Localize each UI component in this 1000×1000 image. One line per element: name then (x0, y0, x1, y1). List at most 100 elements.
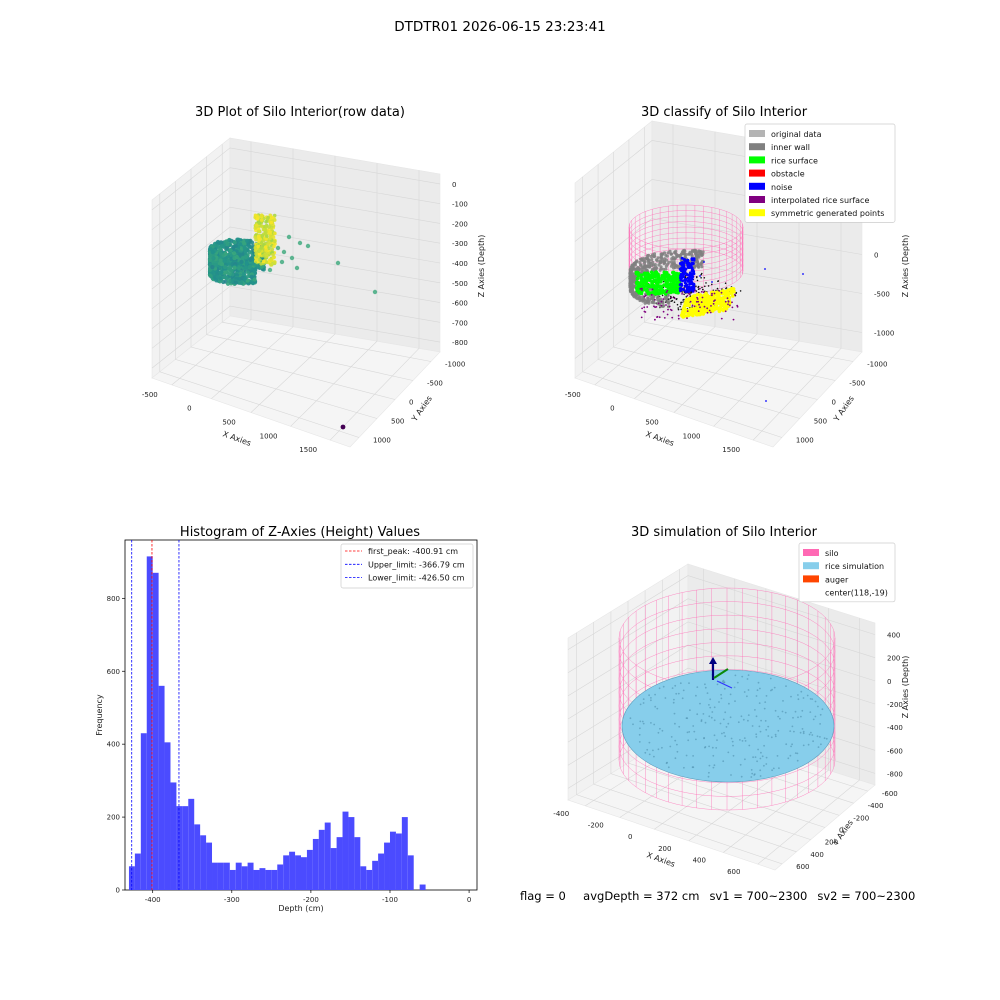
rice-sim-point (814, 700, 817, 703)
rice-sim-point (727, 722, 730, 725)
interp-point (683, 293, 685, 296)
rice-sim-point (759, 775, 762, 777)
rice-sim-point (644, 751, 647, 754)
interp-rice-point (665, 304, 667, 306)
rice-sim-point (796, 752, 799, 755)
raw-point (270, 247, 275, 252)
interp-rice-point (686, 317, 688, 319)
noise-point (765, 400, 767, 402)
symmetric-point (716, 295, 720, 299)
interp-rice-point (736, 304, 739, 307)
interp-rice-point (732, 318, 735, 321)
legend-swatch (749, 169, 765, 177)
rice-point (672, 272, 676, 276)
rice-point (649, 273, 654, 278)
raw-point (244, 261, 249, 266)
z-tick-label: 0 (874, 252, 878, 260)
legend-swatch (803, 562, 819, 570)
grid-y (610, 611, 811, 840)
histogram-bar (306, 849, 313, 890)
wall-point (669, 252, 673, 256)
rice-sim-point (723, 681, 725, 684)
rice-sim-point (769, 677, 772, 680)
interp-rice-point (706, 307, 709, 310)
interp-rice-point (709, 311, 712, 314)
rice-sim-point (791, 743, 793, 746)
rice-sim-point (716, 683, 719, 686)
rice-sim-point (802, 697, 805, 699)
rice-sim-point (755, 733, 758, 736)
symmetric-point (718, 299, 723, 304)
wall-point (670, 262, 674, 266)
noise-point (690, 262, 694, 265)
wall-point (633, 276, 637, 280)
rice-sim-point (811, 698, 814, 700)
rice-sim-point (812, 718, 815, 721)
z-tick-label: -200 (452, 220, 468, 228)
legend-label: Lower_limit: -426.50 cm (368, 574, 465, 583)
raw-point (259, 218, 264, 222)
wall-point (635, 259, 639, 263)
interp-point (661, 294, 664, 297)
rice-sim-point (759, 687, 761, 690)
rice-point (657, 278, 661, 283)
interp-rice-point (666, 313, 669, 316)
y-tick-label: 500 (814, 418, 827, 426)
y-tick-label: -600 (882, 790, 898, 798)
rice-sim-point (638, 741, 641, 743)
rice-sim-point (729, 716, 732, 719)
rice-sim-point (744, 758, 746, 761)
rice-sim-point (765, 763, 768, 765)
histogram-plot-area: -400 -300 -200 -100 0 0 200 400 600 800 Depth (cm)… (95, 539, 478, 913)
histogram-bar (366, 869, 373, 890)
symmetric-point (727, 295, 732, 300)
raw-point (258, 258, 262, 262)
y-tick-label: 400 (810, 851, 823, 859)
rice-sim-point (816, 735, 819, 738)
grid-x (594, 124, 674, 386)
raw-point (227, 266, 232, 271)
rice-sim-point (673, 698, 675, 701)
rice-sim-point (724, 711, 727, 714)
symmetric-point (711, 305, 715, 310)
z-tick-label: -100 (452, 201, 468, 209)
raw-outlier (340, 424, 346, 430)
y-tick-label: 400 (107, 741, 120, 749)
raw-point (218, 258, 223, 263)
rice-sim-point (743, 691, 746, 693)
wall-point (646, 253, 651, 257)
wall-point (673, 257, 677, 261)
rice-sim-point (767, 735, 770, 737)
rice-point (640, 277, 644, 281)
rice-point (644, 283, 649, 288)
x-tick-label: 500 (645, 419, 658, 427)
raw-point (223, 265, 228, 270)
raw-point (260, 233, 265, 238)
histogram-bar (182, 806, 189, 890)
interp-point (695, 290, 698, 292)
rice-sim-point (744, 740, 747, 742)
rice-sim-point (753, 774, 756, 776)
interp-rice-point (673, 297, 676, 300)
grid-z (151, 147, 441, 211)
interp-point (689, 295, 692, 297)
grid-z (151, 305, 441, 369)
interp-point (739, 290, 742, 292)
raw-point (236, 237, 241, 242)
grid-y (597, 164, 800, 419)
grid-y (628, 139, 836, 381)
legend-label: obstacle (771, 170, 805, 179)
raw-point (267, 246, 271, 251)
wall-point (654, 265, 658, 269)
histogram-bar (206, 842, 213, 890)
rice-sim-point (707, 775, 710, 778)
auger-marker (713, 668, 729, 679)
raw-outlier (286, 234, 292, 240)
interp-rice-point (701, 296, 704, 299)
histogram-bar (336, 837, 343, 890)
rice-sim-point (777, 729, 780, 732)
rice-point (652, 274, 657, 279)
rice-point (635, 276, 640, 281)
rice-sim-point (639, 720, 642, 723)
rice-sim-point (731, 740, 734, 743)
